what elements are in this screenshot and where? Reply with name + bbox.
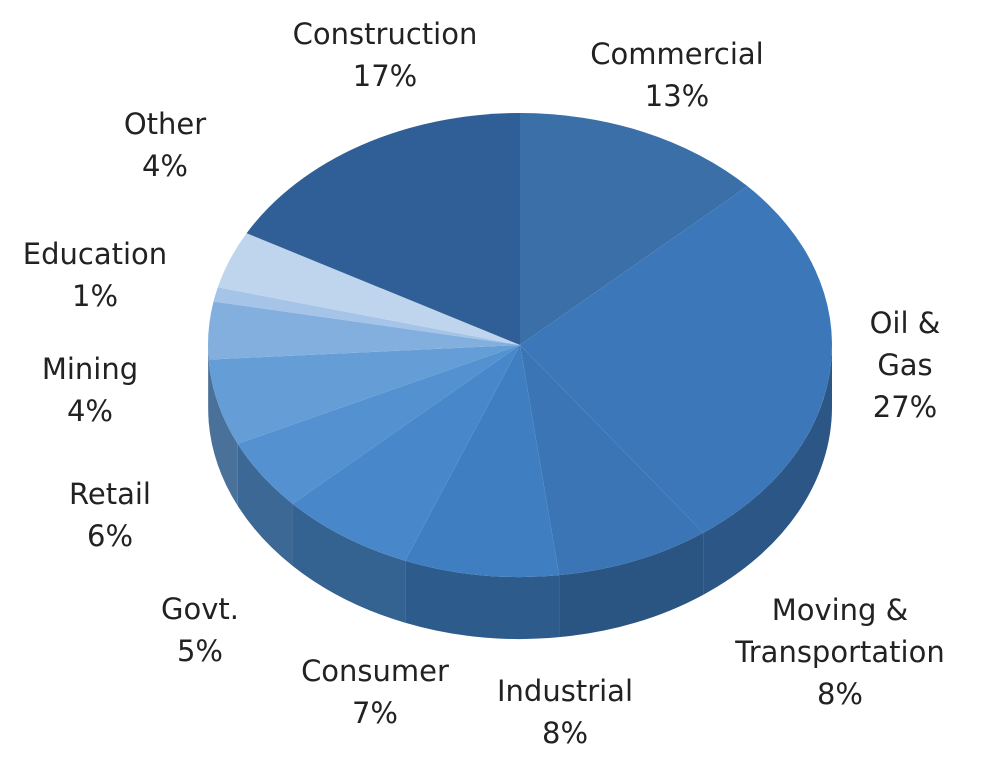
value-label: 6% [86,519,134,553]
category-label: Education [22,237,168,271]
slice-label: Moving & Transportation 8% [720,589,960,715]
value-label: 27% [872,390,938,424]
slice-label: Retail 6% [69,473,151,557]
value-label: 13% [644,79,710,113]
category-label: Construction [292,17,478,51]
slice-label: Commercial 13% [590,33,763,117]
value-label: 5% [176,634,223,668]
slice-side [292,503,406,623]
slice-label: Construction 17% [293,13,478,97]
slice-side [405,560,560,639]
slice-label: Consumer 7% [301,650,449,734]
slice [405,345,560,577]
slice [237,345,520,504]
category-label: Moving & Transportation [735,593,945,669]
slice [246,112,520,346]
value-label: 8% [816,677,863,711]
category-label: Mining [41,352,139,386]
slice-label: Govt. 5% [161,588,239,672]
value-label: 8% [541,716,589,750]
value-label: 1% [71,279,119,313]
slice-side [237,443,293,566]
slice-side [208,345,209,422]
slice-label: Education 1% [23,233,167,317]
category-label: Other [123,107,207,141]
category-label: Retail [69,477,151,511]
slice-side [703,345,832,595]
slice-label: Oil & Gas 27% [854,302,956,428]
slice [520,345,704,576]
slice-label: Industrial 8% [497,670,633,754]
category-label: Consumer [301,654,449,688]
category-label: Industrial [496,674,634,708]
slice [208,345,520,444]
slice [208,301,521,360]
category-label: Govt. [161,592,239,626]
slice [520,113,748,345]
slice [217,233,520,345]
slice [213,287,521,345]
slice-side [559,532,704,638]
category-label: Commercial [590,37,764,71]
value-label: 17% [352,59,418,93]
slice-label: Other 4% [124,103,206,187]
slice [520,186,833,533]
value-label: 7% [351,696,398,730]
value-label: 4% [66,394,113,428]
slice [292,345,520,561]
value-label: 4% [141,149,188,183]
slice-label: Mining 4% [42,348,138,432]
slice-side [208,359,238,506]
category-label: Oil & Gas [869,306,941,382]
